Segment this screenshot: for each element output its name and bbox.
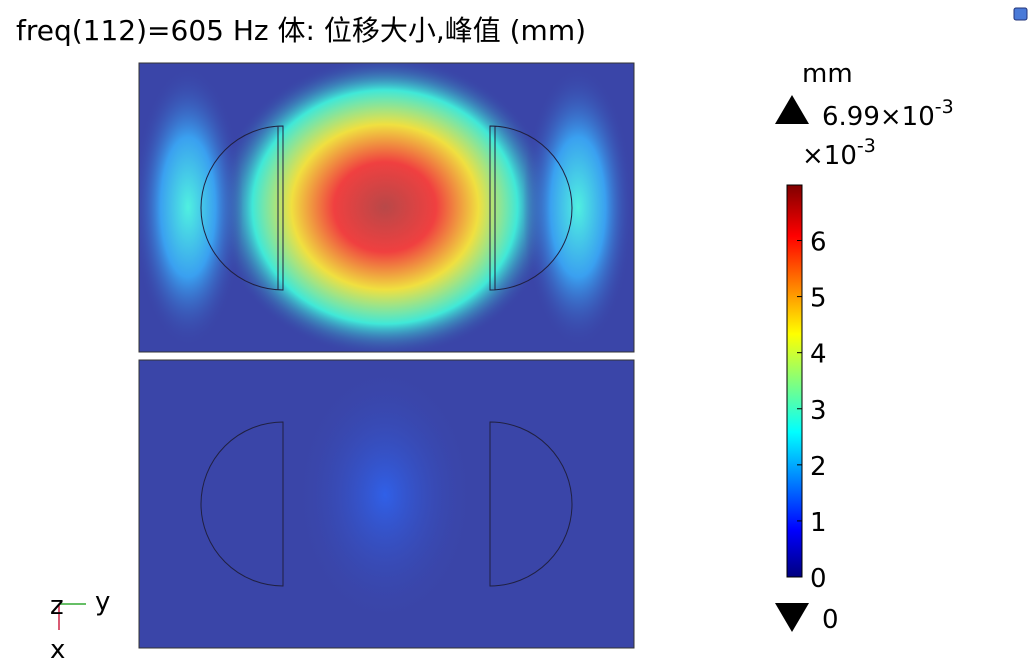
- axis-triad: z y x: [50, 587, 110, 665]
- scale-base: ×10: [802, 141, 857, 171]
- min-marker: [775, 603, 809, 632]
- tick-label: 4: [810, 340, 827, 370]
- min-label: 0: [822, 605, 839, 635]
- max-value: 6.99×10: [822, 102, 935, 132]
- tick-label: 5: [810, 284, 827, 314]
- tick-label: 6: [810, 228, 827, 258]
- color-bar: [786, 184, 803, 578]
- plot-title: freq(112)=605 Hz 体: 位移大小,峰值 (mm): [16, 14, 586, 47]
- legend-unit: mm: [802, 59, 853, 89]
- half-disk: [200, 125, 284, 291]
- plot-area: [138, 62, 635, 649]
- tick-label: 2: [810, 452, 827, 482]
- max-exponent: -3: [935, 96, 954, 118]
- tick-label: 3: [810, 396, 827, 426]
- scale-label: ×10-3: [802, 135, 876, 171]
- max-marker: [775, 95, 809, 124]
- tick-label: 1: [810, 508, 827, 538]
- half-disk: [489, 125, 573, 291]
- max-label: 6.99×10-3: [822, 96, 954, 132]
- toolbar-icon[interactable]: [1013, 7, 1028, 21]
- half-disk: [489, 421, 573, 587]
- axis-label: z: [50, 591, 64, 621]
- half-disk: [200, 421, 284, 587]
- scale-exponent: -3: [857, 135, 876, 157]
- axis-label: x: [50, 635, 65, 663]
- axis-label: y: [95, 587, 110, 617]
- tick-label: 0: [810, 564, 827, 594]
